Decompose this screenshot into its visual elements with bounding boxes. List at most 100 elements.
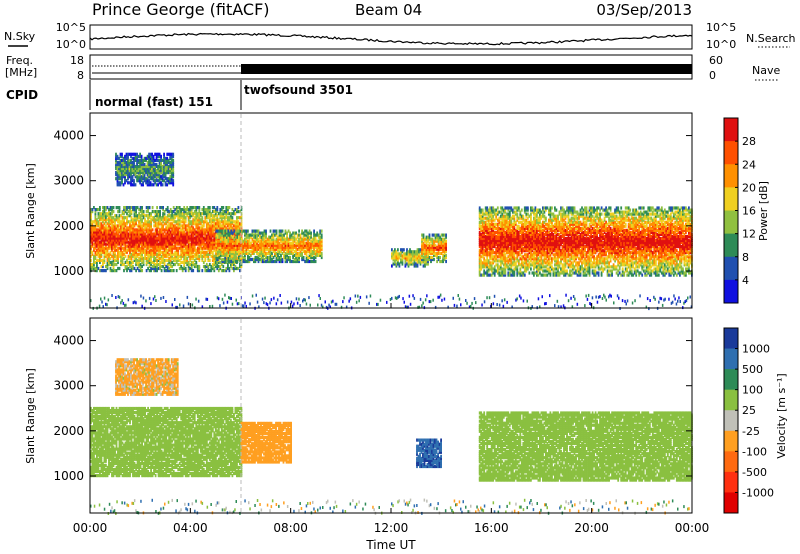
power-cell (298, 230, 300, 233)
power-cell (194, 206, 196, 209)
power-cell (225, 226, 227, 229)
freq-panel: Freq. [MHz] 18 8 60 0 Nave (5, 54, 780, 82)
power-cell (225, 267, 227, 270)
power-cell (255, 230, 257, 233)
power-cell (141, 269, 143, 272)
freq-label-line2: [MHz] (5, 66, 37, 79)
power-cell (495, 223, 497, 226)
power-echo-cells (90, 153, 693, 310)
power-cell (194, 216, 196, 219)
freq-tick-bottom: 8 (77, 69, 84, 82)
power-cell (285, 238, 287, 241)
power-cell (141, 206, 143, 209)
power-cell (143, 210, 145, 213)
power-cell (113, 206, 115, 209)
power-cell (232, 216, 234, 219)
power-cell (152, 228, 154, 231)
power-cell (497, 206, 499, 209)
power-cell (222, 206, 224, 209)
power-cell (164, 210, 166, 213)
power-cell (192, 269, 194, 272)
station-title: Prince George (fitACF) (92, 0, 270, 19)
power-cell (162, 183, 164, 186)
power-cell (201, 216, 203, 219)
power-cell (445, 240, 447, 243)
power-cell (134, 206, 136, 209)
power-cell (172, 179, 174, 182)
power-cell (285, 252, 287, 255)
power-cell (194, 228, 196, 231)
power-cell (135, 183, 137, 186)
power-cell (238, 206, 240, 209)
power-cell (495, 263, 497, 266)
power-cell (282, 230, 284, 233)
power-cell (160, 155, 162, 158)
power-cell (164, 259, 166, 262)
power-cell (194, 253, 196, 256)
power-cell (397, 248, 399, 251)
power-cell (224, 234, 226, 237)
power-cell (216, 206, 218, 209)
power-cell (225, 220, 227, 223)
power-cell (495, 227, 497, 230)
nave-label: Nave (752, 64, 780, 77)
power-cell (105, 265, 107, 268)
power-cell (495, 235, 497, 238)
power-cell (167, 206, 169, 209)
power-cell (405, 252, 407, 255)
power-cell (518, 206, 520, 209)
power-cell (289, 256, 291, 259)
power-cell (445, 234, 447, 237)
power-cell (429, 234, 431, 237)
nsky-tick-top: 10^5 (56, 21, 86, 34)
beam-label: Beam 04 (355, 1, 422, 19)
power-cell (125, 255, 127, 258)
nave-tick-bottom: 0 (709, 69, 716, 82)
power-cell (321, 252, 323, 255)
power-cell (105, 224, 107, 227)
nsky-trace (90, 34, 692, 45)
radar-summary-plot: Prince George (fitACF) Beam 04 03/Sep/20… (0, 0, 800, 554)
nsearch-tick-bottom: 10^0 (706, 38, 736, 51)
power-cell (209, 259, 211, 262)
power-cell (270, 230, 272, 233)
power-cell (173, 269, 175, 272)
power-cell (134, 228, 136, 231)
power-cell (164, 267, 166, 270)
power-cell (445, 254, 447, 257)
power-cell (321, 234, 323, 237)
power-cell (134, 267, 136, 270)
freq-tick-top: 18 (70, 54, 84, 67)
nsky-tick-bottom: 10^0 (56, 38, 86, 51)
power-cell (435, 244, 437, 247)
power-cell (445, 260, 447, 263)
power-cell (265, 230, 267, 233)
power-cell (313, 230, 315, 233)
power-cell (321, 230, 323, 233)
power-cell (121, 153, 123, 156)
power-cell (433, 258, 435, 261)
power-cell (152, 206, 154, 209)
power-cell (176, 269, 178, 272)
power-cell (435, 252, 437, 255)
power-cell (163, 153, 165, 156)
power-cell (198, 265, 200, 268)
power-cell (113, 210, 115, 213)
power-cell (164, 234, 166, 237)
cpid-mode-normal: normal (fast) 151 (95, 95, 213, 109)
power-cell (185, 267, 187, 270)
power-cell (194, 263, 196, 266)
power-cell (495, 269, 497, 272)
power-cell (303, 256, 305, 259)
power-cell (156, 206, 158, 209)
power-cell (172, 159, 174, 162)
power-cell (482, 209, 484, 212)
power-cell (105, 212, 107, 215)
power-cell (135, 165, 137, 168)
power-cell (315, 250, 317, 253)
power-cell (439, 256, 441, 259)
power-cell (194, 237, 196, 240)
nsearch-tick-top: 10^5 (706, 21, 736, 34)
power-cell (133, 179, 135, 182)
